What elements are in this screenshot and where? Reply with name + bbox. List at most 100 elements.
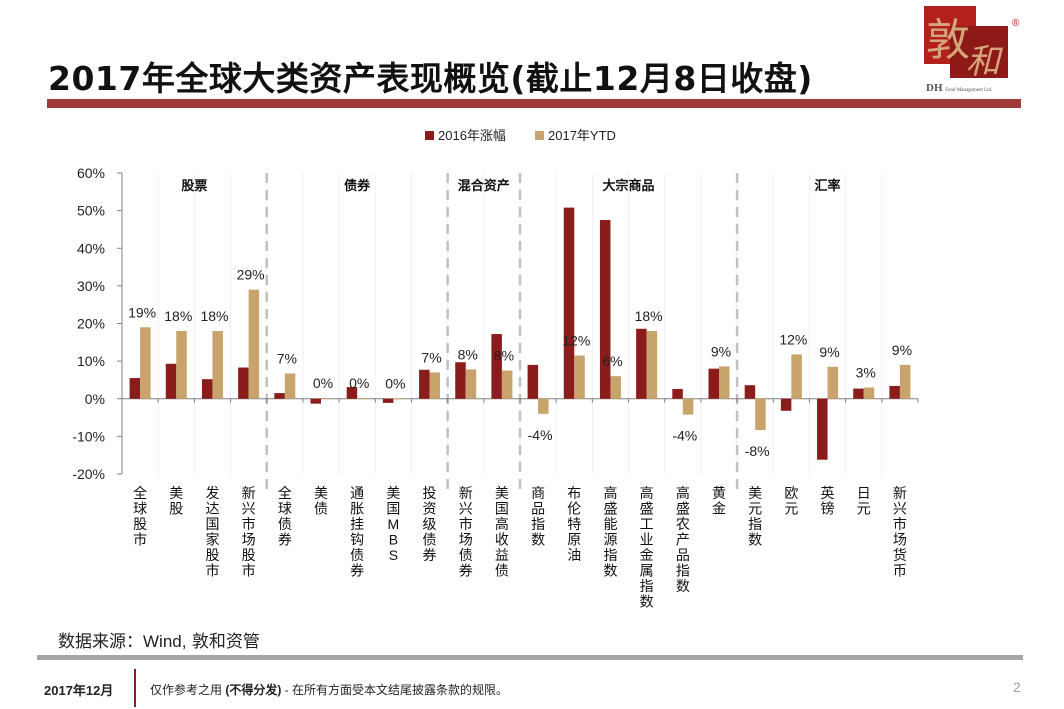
data-label-2017: 7%	[421, 349, 441, 365]
source-wind: Wind,	[143, 632, 187, 651]
category-label-char: 国	[386, 501, 400, 517]
category-label-char: 债	[459, 547, 473, 563]
category-label-char: 场	[459, 532, 473, 548]
category-label-char: 数	[676, 578, 690, 594]
category-label-char: 高	[640, 485, 654, 501]
category-label-char: 盛	[603, 501, 617, 517]
data-label-2017: 6%	[602, 353, 622, 369]
bar-2017	[357, 397, 368, 399]
disclaimer-post: - 在所有方面受本文结尾披露条款的规限。	[281, 683, 509, 697]
category-label-char: 挂	[350, 516, 364, 532]
group-separators	[265, 173, 739, 496]
category-label-char: 指	[748, 516, 762, 532]
category-label-char: 国	[495, 501, 509, 517]
bar-2016	[346, 387, 358, 399]
category-label-char: 黄	[712, 485, 726, 501]
bar-2016	[563, 207, 575, 399]
y-tick-label: -10%	[72, 428, 105, 444]
category-label-char: 金	[712, 501, 726, 517]
bar-2016	[201, 379, 213, 399]
data-label-2017: -4%	[528, 427, 553, 443]
bar-2016	[165, 363, 177, 399]
y-tick-label: 20%	[77, 316, 105, 332]
category-label-char: 指	[603, 547, 617, 563]
disclaimer-bold: (不得分发)	[225, 683, 282, 697]
category-label-char: 发	[205, 485, 219, 501]
bar-2017	[610, 376, 621, 399]
data-label-2017: 8%	[458, 346, 478, 362]
category-label-char: 产	[676, 532, 690, 548]
category-label-char: 市	[242, 563, 256, 579]
category-label: 英镑	[821, 485, 835, 517]
category-label-char: 场	[893, 532, 907, 548]
y-tick-label: 30%	[77, 278, 105, 294]
data-label-2017: 3%	[856, 364, 876, 380]
bar-2017	[176, 331, 187, 399]
category-label-char: 货	[893, 547, 907, 563]
category-label-char: M	[388, 516, 400, 532]
category-label-char: 股	[133, 516, 147, 532]
footer-date: 2017年12月	[44, 683, 114, 698]
data-label-2017: 18%	[200, 308, 228, 324]
category-label-char: 债	[350, 547, 364, 563]
page-title: 2017年全球大类资产表现概览(截止12月8日收盘)	[48, 59, 813, 98]
group-label: 汇率	[815, 178, 841, 193]
category-label-char: 市	[205, 563, 219, 579]
category-label-char: 业	[640, 532, 654, 548]
bar-2016	[455, 362, 466, 399]
category-label-char: 高	[676, 485, 690, 501]
data-label-2017: 29%	[237, 267, 265, 283]
y-tick-label: -20%	[72, 466, 105, 482]
footer-divider	[37, 655, 1023, 660]
bar-2016	[129, 378, 141, 399]
y-axis: 60% 50% 40% 30% 20% 10% 0% -10% -20%	[72, 165, 123, 482]
y-tick-label: 60%	[77, 165, 105, 181]
category-label-char: 数	[748, 532, 762, 548]
category-label-char: 能	[603, 516, 617, 532]
bar-2017	[393, 398, 404, 400]
data-label-2017: -4%	[672, 428, 697, 444]
bar-2017	[248, 289, 260, 399]
category-label-char: B	[389, 532, 398, 548]
logo-char-dun: 敦	[926, 15, 970, 66]
category-label: 新兴市场股市	[242, 485, 256, 579]
data-label-2017: 18%	[164, 308, 192, 324]
category-label: 美国 M B S	[386, 485, 400, 563]
category-label: 新兴市场货币	[893, 485, 907, 579]
category-label-char: 原	[567, 532, 581, 548]
category-label-char: 英	[821, 485, 835, 501]
data-label-2017: 12%	[779, 331, 807, 347]
category-label-char: 债	[495, 563, 509, 579]
category-label-char: 油	[567, 547, 581, 563]
legend-swatch-2016	[425, 131, 434, 140]
group-label: 股票	[181, 178, 207, 193]
category-label: 高盛能源指数	[603, 485, 617, 579]
logo-brand: DH Fund Management Ltd.	[926, 82, 992, 94]
category-gridlines	[157, 173, 883, 474]
category-label-char: 球	[278, 501, 292, 517]
bar-2017	[755, 398, 766, 430]
category-label-char: 股	[205, 547, 219, 563]
category-label-char: 市	[893, 516, 907, 532]
category-label-char: 元	[748, 501, 762, 517]
bar-2016	[889, 385, 900, 399]
category-label: 日元	[857, 485, 871, 517]
category-label: 美股	[169, 485, 183, 517]
data-label-2017: 9%	[711, 343, 731, 359]
category-label-char: 盛	[640, 501, 654, 517]
bar-2017	[212, 331, 223, 399]
bars	[129, 207, 911, 460]
category-label-char: 指	[640, 578, 654, 594]
category-label-char: 债	[278, 516, 292, 532]
group-label: 债券	[344, 178, 371, 193]
category-label-char: 债	[423, 532, 437, 548]
bar-2016	[310, 398, 321, 404]
bar-2016	[780, 398, 792, 411]
category-label: 发达国家股市	[205, 485, 219, 579]
category-label-char: 欧	[784, 485, 798, 501]
logo-brand-sub: Fund Management Ltd.	[945, 88, 993, 93]
category-label-char: 美	[169, 485, 183, 501]
category-label-char: 数	[603, 563, 617, 579]
bar-2016	[708, 368, 719, 399]
logo-char-he: 和	[966, 42, 1000, 82]
